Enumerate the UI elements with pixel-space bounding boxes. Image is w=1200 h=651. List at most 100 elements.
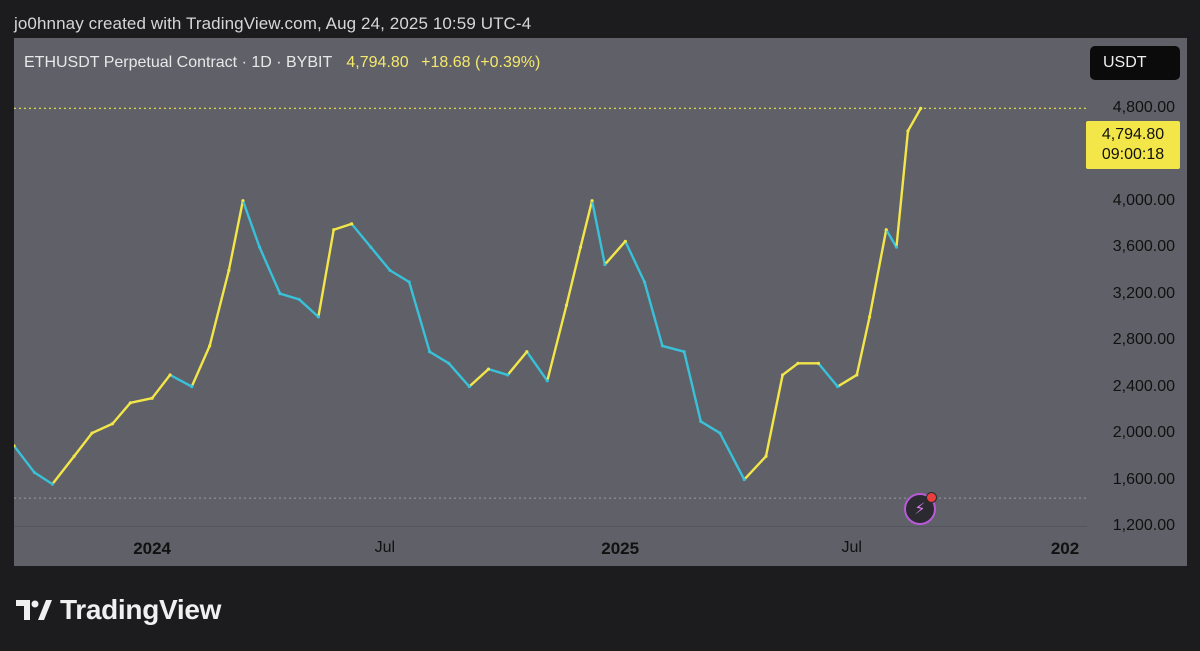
price-segment <box>906 107 922 133</box>
price-segment <box>129 396 154 405</box>
price-segment <box>661 344 686 353</box>
price-point <box>32 470 37 475</box>
tradingview-logo: TradingView <box>16 594 221 626</box>
legend-price: 4,794.80 <box>346 54 409 71</box>
tradingview-logo-text: TradingView <box>60 594 222 625</box>
price-segment <box>643 280 664 348</box>
price-segment <box>51 455 76 486</box>
legend-change: +18.68 (+0.39%) <box>421 54 541 71</box>
price-segment <box>407 280 431 353</box>
price-segment <box>72 431 94 458</box>
last-price-tag: 4,794.80 09:00:18 <box>1086 121 1180 169</box>
price-point <box>297 297 301 302</box>
price-point <box>660 344 665 348</box>
price-point <box>447 361 451 365</box>
price-axis-ticks: 5,200.004,800.004,400.004,000.003,600.00… <box>1087 38 1187 566</box>
price-point <box>50 482 54 486</box>
price-segment <box>817 362 839 388</box>
bar-countdown: 09:00:18 <box>1101 146 1165 163</box>
price-segment <box>350 222 373 249</box>
price-segment <box>868 228 888 319</box>
price-tick-label: 3,600.00 <box>1112 238 1175 256</box>
price-segment <box>565 245 582 307</box>
price-point <box>906 129 910 133</box>
symbol-title: ETHUSDT Perpetual Contract · 1D · BYBIT <box>24 54 332 71</box>
price-point <box>603 262 607 267</box>
price-point <box>578 245 583 249</box>
price-point <box>796 361 800 365</box>
price-segment <box>895 129 910 249</box>
price-segment <box>682 350 702 423</box>
price-segment <box>579 199 594 249</box>
time-axis[interactable]: 2024 Jul 2025 Jul 202 <box>14 526 1087 567</box>
price-point <box>781 373 785 377</box>
price-point <box>919 106 923 110</box>
price-tick-label: 2,000.00 <box>1112 424 1175 442</box>
price-point <box>316 315 320 319</box>
price-point <box>369 245 373 249</box>
price-tick-label: 1,200.00 <box>1112 517 1175 534</box>
price-axis[interactable]: 5,200.004,800.004,400.004,000.003,600.00… <box>1087 38 1187 566</box>
price-segment <box>743 455 768 481</box>
symbol-legend[interactable]: ETHUSDT Perpetual Contract · 1D · BYBIT … <box>24 54 540 72</box>
price-tick-label: 2,400.00 <box>1112 377 1175 395</box>
price-point <box>168 373 172 377</box>
price-segment <box>190 344 211 388</box>
price-point <box>72 454 76 458</box>
price-segment <box>546 304 568 382</box>
price-point <box>128 401 132 405</box>
price-segment <box>781 362 800 377</box>
price-point <box>564 303 569 307</box>
price-point <box>332 228 336 232</box>
price-segment <box>603 240 627 266</box>
price-point <box>867 315 872 319</box>
price-point <box>764 454 768 458</box>
price-point <box>241 199 245 203</box>
time-tick-label: 2024 <box>133 539 172 558</box>
price-point <box>682 350 686 354</box>
price-point <box>506 373 510 377</box>
time-tick-label: Jul <box>841 539 862 556</box>
price-point <box>150 396 154 400</box>
price-point <box>642 280 647 284</box>
price-segment <box>111 401 132 425</box>
price-segment <box>332 222 353 231</box>
price-point <box>836 384 840 389</box>
price-plot[interactable] <box>14 38 1087 526</box>
price-segment <box>699 420 722 435</box>
chart-panel[interactable]: ETHUSDT Perpetual Contract · 1D · BYBIT … <box>14 38 1187 566</box>
price-segment <box>208 269 231 348</box>
price-point <box>278 292 282 296</box>
price-segment <box>885 228 898 249</box>
price-segment <box>258 245 282 295</box>
price-point <box>855 373 859 377</box>
price-tick-label: 2,800.00 <box>1112 331 1175 349</box>
price-point <box>545 379 549 383</box>
price-segment <box>590 199 607 266</box>
price-segment <box>525 350 549 382</box>
price-segment <box>241 199 261 249</box>
price-point <box>407 280 411 284</box>
price-segment <box>227 199 245 272</box>
time-tick-label: 202 <box>1050 539 1080 558</box>
price-segment <box>317 228 335 319</box>
price-segment <box>297 298 320 319</box>
price-segment <box>278 292 301 301</box>
price-segment <box>33 471 54 486</box>
price-tick-label: 4,800.00 <box>1112 98 1175 116</box>
price-segment <box>836 373 858 388</box>
currency-button[interactable]: USDT <box>1090 46 1180 80</box>
price-point <box>467 384 471 389</box>
flash-alert-icon[interactable]: ⚡ <box>904 492 937 525</box>
tradingview-logo-icon <box>16 600 52 620</box>
price-point <box>227 268 231 272</box>
price-segment <box>487 367 509 377</box>
price-tick-label: 3,200.00 <box>1112 284 1175 302</box>
price-segment <box>168 373 193 388</box>
price-point <box>525 350 529 354</box>
time-tick-label: 2025 <box>601 539 640 558</box>
price-segment <box>90 422 114 435</box>
price-segment <box>14 444 36 474</box>
price-tick-label: 4,000.00 <box>1112 191 1175 209</box>
price-point <box>428 350 432 354</box>
